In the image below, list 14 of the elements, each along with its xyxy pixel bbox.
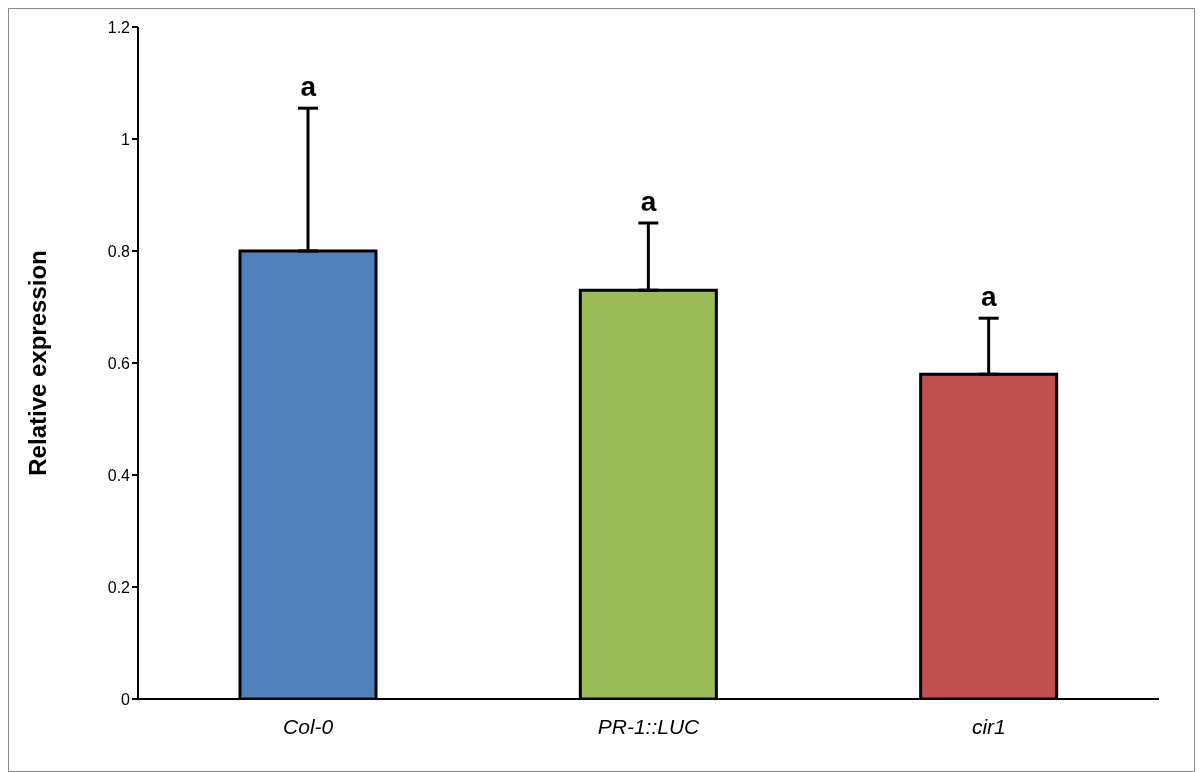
y-tick-label: 1 [121,130,131,148]
x-tick-label: cir1 [971,714,1006,738]
annotation: a [981,281,998,313]
y-tick-label: 0.4 [107,466,131,484]
y-axis-title: Relative expression [23,250,51,476]
annotation: a [640,186,657,217]
y-tick-label: 0.8 [107,242,131,260]
x-tick-label: PR-1::LUC [597,714,701,738]
annotation: a [300,71,317,103]
y-tick-label: 0.2 [107,578,131,596]
y-tick-label: 0.6 [107,354,131,372]
y-tick-label: 0 [121,690,131,708]
x-tick-label: Col-0 [283,714,334,738]
y-tick-label: 1.2 [107,18,131,36]
